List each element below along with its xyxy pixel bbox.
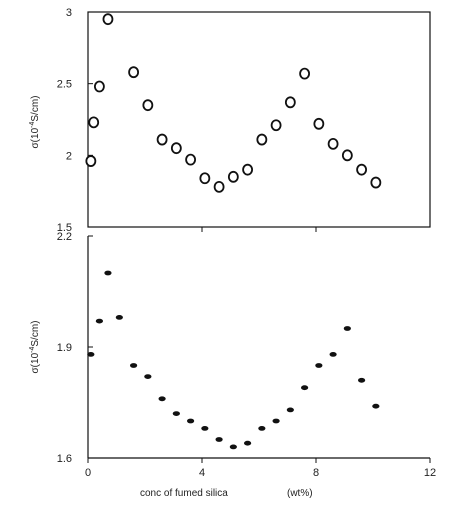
bottom-data-point (272, 418, 280, 424)
top-data-point (299, 67, 311, 80)
top-data-point (313, 117, 325, 130)
top-data-point (341, 149, 353, 162)
bottom-data-point (229, 444, 237, 450)
top-data-point (284, 96, 296, 109)
bottom-data-point (258, 426, 266, 431)
bottom-data-point (104, 270, 112, 276)
bottom-x-tick-label: 0 (85, 467, 91, 479)
bottom-data-point (244, 440, 252, 446)
bottom-data-point (358, 377, 366, 383)
bottom-data-point (372, 403, 380, 409)
bottom-data-point (158, 396, 166, 402)
bottom-data-point (87, 352, 95, 357)
bottom-data-point (201, 426, 209, 431)
bottom-data-point (286, 407, 294, 413)
top-y-tick-label: 2.5 (57, 79, 72, 91)
top-panel: 1.5 2 2.5 3 σ(10-4S/cm) (29, 7, 431, 234)
top-data-point (242, 163, 254, 176)
top-data-point (156, 133, 168, 146)
bottom-x-tick-label: 8 (313, 467, 319, 479)
top-data-point (270, 119, 282, 132)
bottom-x-tick-label: 12 (424, 467, 436, 479)
top-data-point (185, 153, 197, 166)
bottom-data-point (301, 385, 309, 391)
bottom-data-point (315, 363, 323, 368)
bottom-data-point (343, 326, 351, 331)
bottom-y-tick-label: 1.6 (57, 453, 72, 465)
bottom-data-point (95, 318, 103, 324)
top-plot-frame (87, 11, 431, 228)
bottom-data-point (329, 352, 337, 357)
bottom-y-tick-label: 1.9 (57, 342, 72, 354)
bottom-data-point (215, 437, 223, 442)
top-data-point (327, 137, 339, 150)
bottom-x-tick-label: 4 (199, 467, 205, 479)
top-y-tick-label: 3 (66, 7, 72, 19)
top-data-point (85, 155, 97, 167)
top-data-point (94, 80, 105, 93)
top-y-axis-label: σ(10-4S/cm) (29, 96, 41, 149)
x-axis-unit: (wt%) (287, 488, 313, 499)
bottom-data-point (144, 374, 152, 379)
bottom-y-tick-label: 2.2 (57, 231, 72, 243)
bottom-y-axis-label: σ(10-4S/cm) (29, 321, 41, 374)
top-y-tick-label: 2 (66, 150, 72, 162)
top-data-point (256, 133, 268, 146)
bottom-data-point (130, 363, 138, 368)
top-data-point (142, 99, 154, 112)
top-data-point (227, 170, 239, 183)
bottom-panel: 1.6 1.9 2.2 0 4 8 12 σ(10-4S/cm) conc of fume… (29, 231, 436, 499)
bottom-data-point (115, 315, 123, 320)
bottom-data-point (172, 411, 180, 416)
bottom-data-point (187, 418, 195, 424)
top-data-point (199, 172, 211, 185)
top-data-point (128, 66, 140, 79)
top-data-point (356, 163, 368, 176)
top-data-point (170, 142, 182, 155)
top-data-point (88, 116, 100, 129)
top-y-tick-label: 1.5 (57, 222, 72, 234)
top-data-point (102, 13, 114, 26)
x-axis-label: conc of fumed silica (140, 488, 228, 499)
top-data-point (370, 176, 382, 189)
top-data-point (213, 180, 225, 193)
